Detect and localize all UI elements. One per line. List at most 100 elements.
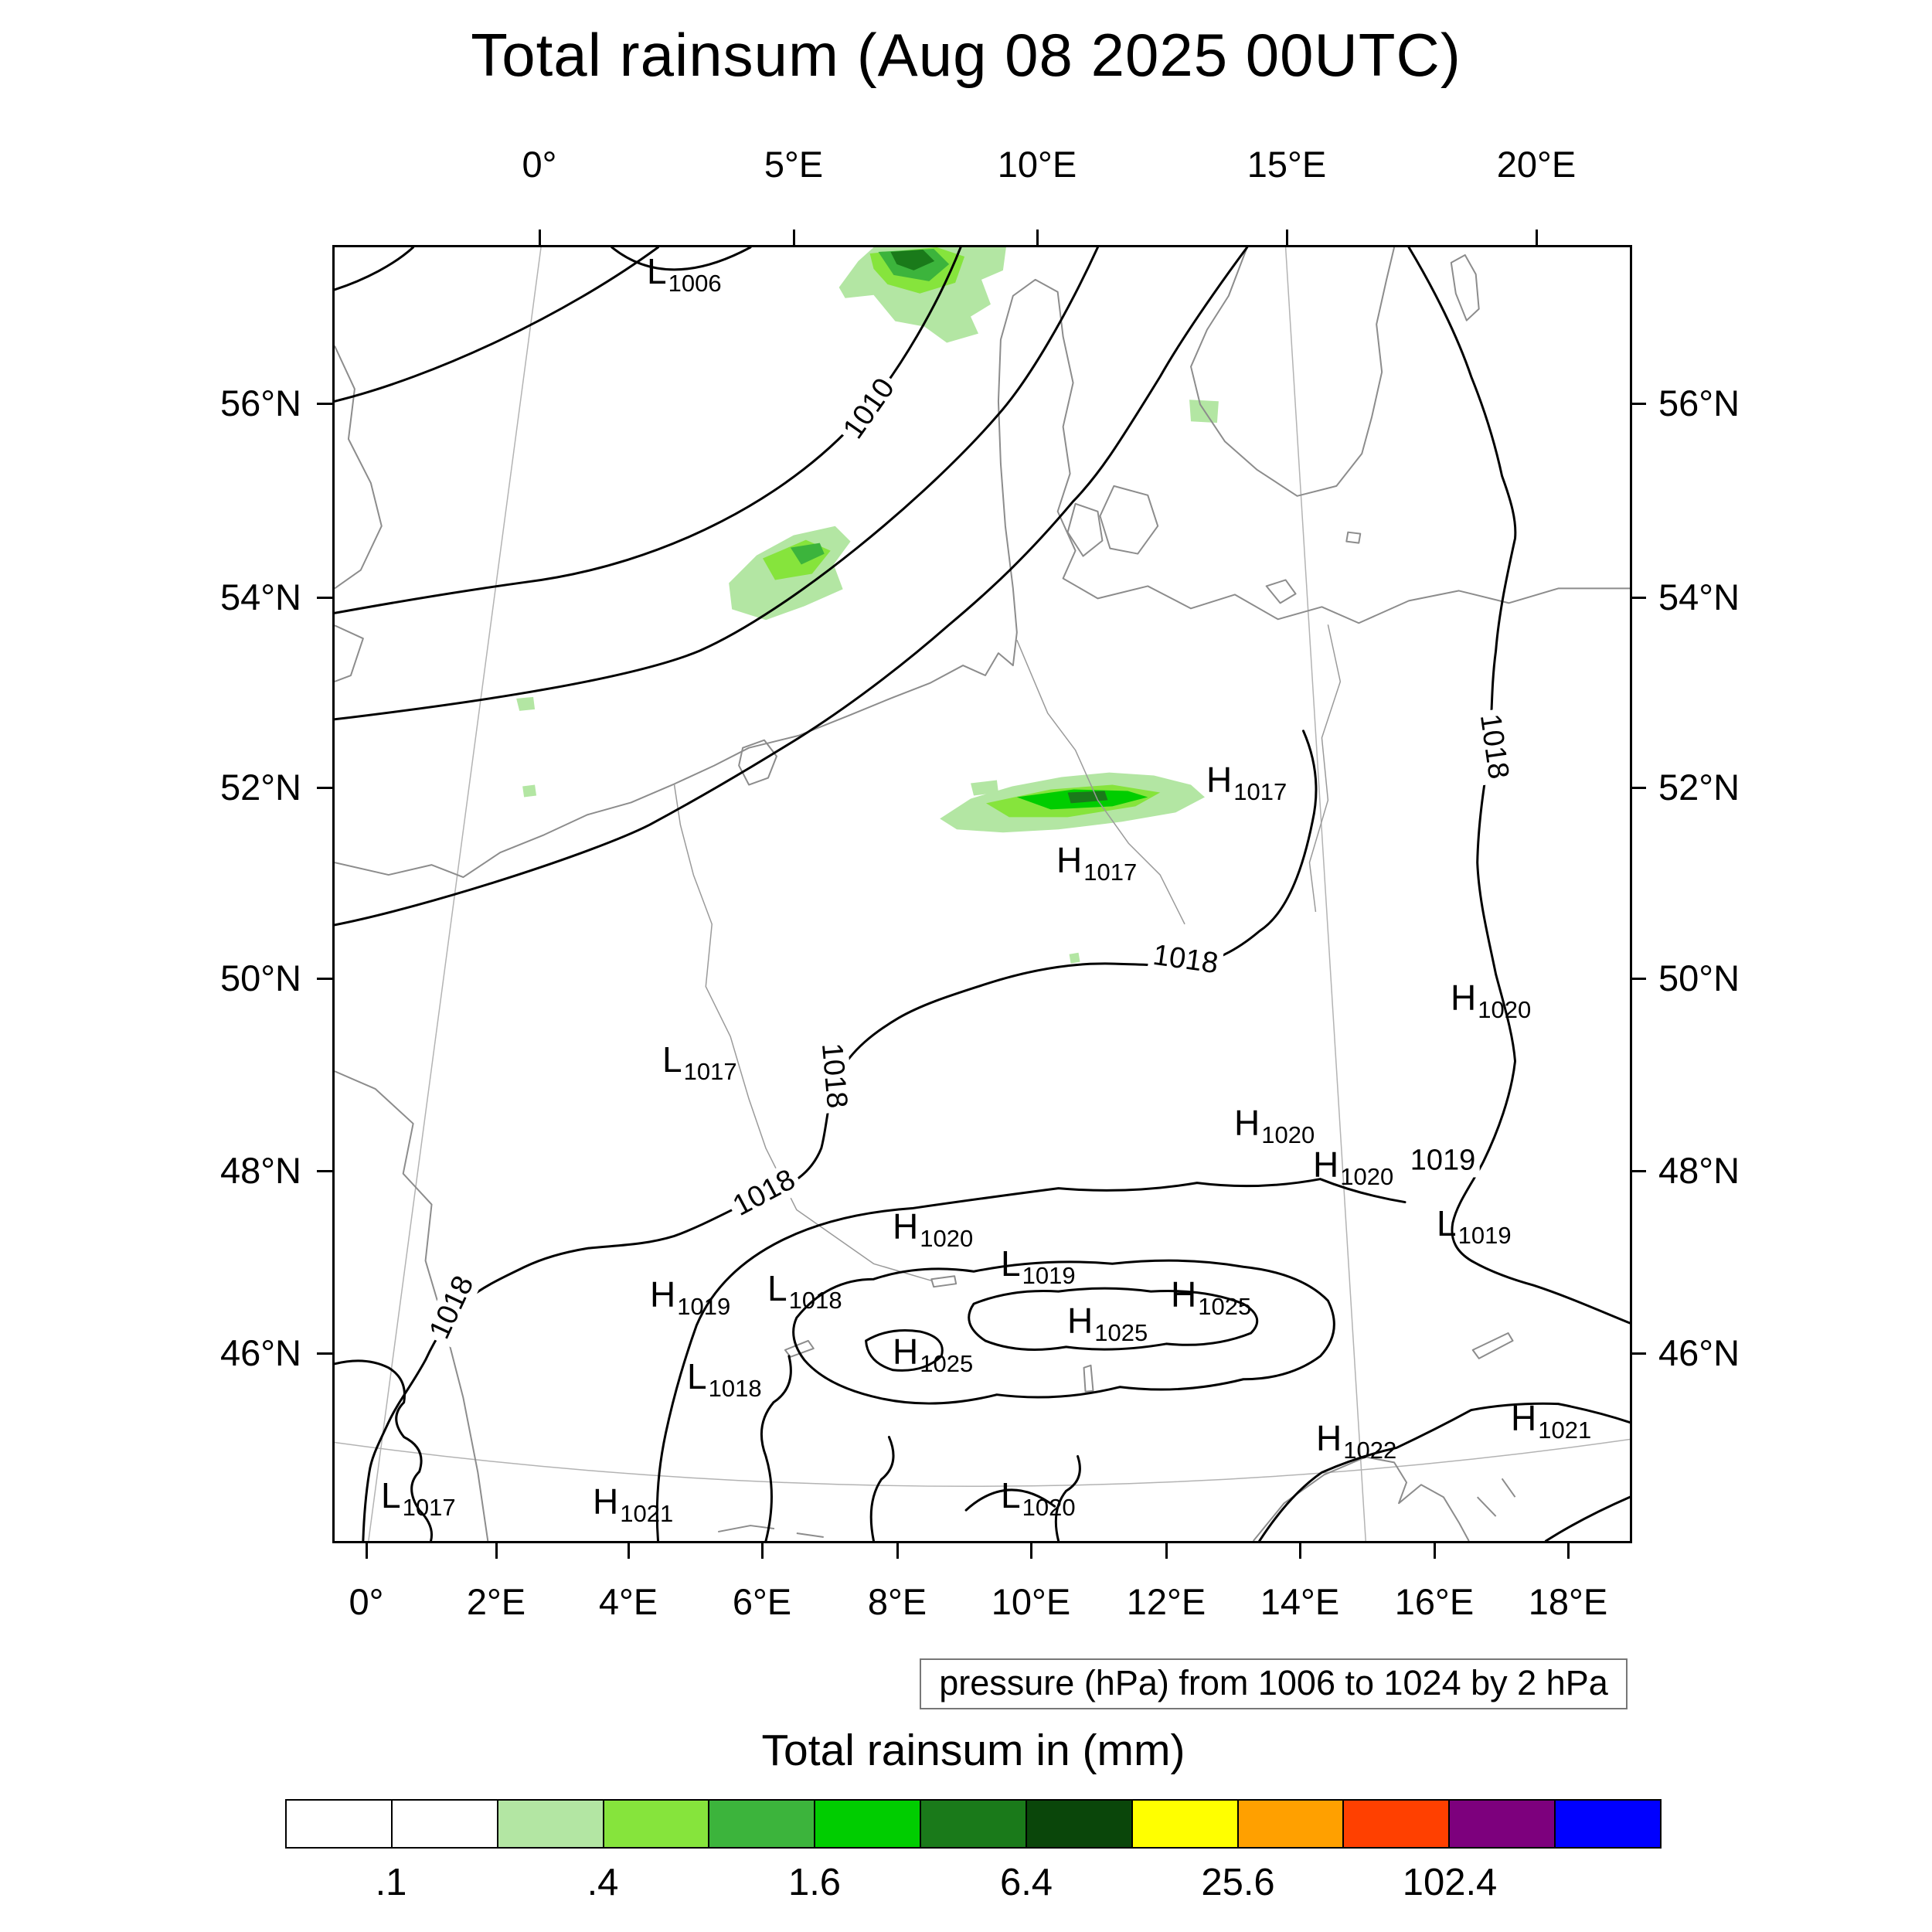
isobar <box>335 247 659 403</box>
colorbar-segment <box>602 1801 709 1847</box>
isobar-corner <box>1544 1495 1630 1541</box>
pressure-center-letter: H <box>1067 1301 1094 1341</box>
pressure-center-value: 1018 <box>708 1375 762 1402</box>
colorbar-segment <box>390 1801 497 1847</box>
river-oder <box>1308 624 1342 913</box>
axis-tick-right <box>1632 597 1646 599</box>
axis-label-top: 0° <box>522 144 557 185</box>
axis-label-bottom: 8°E <box>867 1581 927 1622</box>
pressure-center-letter: L <box>1437 1203 1457 1243</box>
colorbar-segment <box>287 1801 391 1847</box>
axis-label-left: 50°N <box>219 957 301 998</box>
pressure-center-value: 1017 <box>683 1058 737 1085</box>
coast-continent <box>335 278 1630 879</box>
pressure-center-letter: H <box>1234 1103 1260 1143</box>
axis-tick-top <box>793 230 795 245</box>
pressure-center-label: H1025 <box>1067 1300 1148 1346</box>
pressure-center-label: L1019 <box>1437 1202 1512 1249</box>
pressure-center-value: 1019 <box>677 1293 731 1320</box>
pressure-center-label: H1022 <box>1316 1417 1396 1464</box>
axis-label-bottom: 12°E <box>1126 1581 1206 1622</box>
pressure-center-value: 1006 <box>668 270 722 297</box>
colorbar-segment <box>1554 1801 1660 1847</box>
axis-tick-left <box>317 403 332 405</box>
axis-tick-bottom <box>1567 1543 1570 1559</box>
contour-inline-label: 1018 <box>1147 938 1224 981</box>
axis-tick-left <box>317 1170 332 1172</box>
pressure-center-letter: L <box>767 1268 787 1308</box>
axis-label-right: 54°N <box>1658 577 1740 617</box>
pressure-center-label: H1019 <box>650 1274 730 1320</box>
pressure-center-label: H1025 <box>1171 1274 1251 1320</box>
axis-label-top: 5°E <box>764 144 824 185</box>
pressure-center-letter: L <box>662 1039 682 1080</box>
axis-tick-bottom <box>896 1543 899 1559</box>
colorbar-tick-label: .4 <box>587 1862 619 1903</box>
colorbar-segment <box>814 1801 920 1847</box>
pressure-center-value: 1020 <box>1261 1121 1315 1148</box>
pressure-center-value: 1017 <box>1083 859 1138 886</box>
pressure-center-letter: H <box>1316 1418 1342 1458</box>
pressure-center-value: 1021 <box>1538 1417 1592 1444</box>
legend-title: Total rainsum in (mm) <box>761 1726 1185 1775</box>
river-elbe <box>1016 639 1185 925</box>
contour-inline-label: 1018 <box>421 1267 483 1348</box>
axis-tick-right <box>1632 1170 1646 1172</box>
axis-label-top: 15°E <box>1247 144 1327 185</box>
axis-tick-left <box>317 597 332 599</box>
pressure-center-letter: L <box>647 251 667 291</box>
axis-tick-bottom <box>366 1543 368 1559</box>
pressure-center-label: H1017 <box>1206 759 1287 805</box>
pressure-center-letter: H <box>1056 840 1083 880</box>
pressure-center-label: L1019 <box>1001 1243 1076 1289</box>
rain-shading <box>516 247 1219 964</box>
river-rhine <box>673 784 932 1281</box>
axis-tick-top <box>539 230 541 245</box>
rivers <box>673 624 1342 1281</box>
axis-label-left: 54°N <box>219 577 301 617</box>
isobar <box>335 247 415 291</box>
pressure-center-letter: H <box>893 1332 919 1372</box>
isobar-southeast <box>1258 1402 1630 1541</box>
colorbar-tick-label: 6.4 <box>999 1862 1053 1903</box>
isobar-alps-wiggle-3 <box>1054 1454 1081 1541</box>
colorbar-tick-label: 1.6 <box>787 1862 842 1903</box>
lake-balaton <box>1471 1332 1514 1359</box>
pressure-center-letter: L <box>381 1475 401 1515</box>
axis-tick-bottom <box>1165 1543 1168 1559</box>
isobar-1020 <box>655 1178 1406 1541</box>
axis-label-left: 46°N <box>219 1332 301 1373</box>
axis-label-left: 56°N <box>219 383 301 423</box>
colorbar-segment <box>496 1801 603 1847</box>
alpine-lakes <box>784 1275 1094 1393</box>
axis-tick-right <box>1632 978 1646 980</box>
colorbar-tick-label: .1 <box>375 1862 407 1903</box>
colorbar-segment <box>1131 1801 1237 1847</box>
pressure-center-letter: H <box>1451 978 1477 1018</box>
pressure-center-letter: L <box>1001 1243 1021 1284</box>
axis-tick-left <box>317 787 332 789</box>
contour-inline-label: 1010 <box>835 369 904 449</box>
axis-tick-right <box>1632 787 1646 789</box>
axis-label-bottom: 2°E <box>466 1581 526 1622</box>
chart-title: Total rainsum (Aug 08 2025 00UTC) <box>471 21 1461 89</box>
rain-patch <box>971 780 998 796</box>
contour-inline-label: 1019 <box>1406 1144 1480 1178</box>
axis-label-right: 50°N <box>1658 957 1740 998</box>
axis-tick-top <box>1536 230 1538 245</box>
axis-label-bottom: 6°E <box>732 1581 792 1622</box>
pressure-center-letter: H <box>1171 1274 1197 1315</box>
axis-label-top: 10°E <box>997 144 1077 185</box>
pressure-center-letter: H <box>593 1481 619 1522</box>
pressure-center-letter: L <box>1001 1475 1021 1515</box>
axis-label-left: 48°N <box>219 1150 301 1191</box>
pressure-center-value: 1020 <box>1340 1163 1394 1190</box>
axis-label-right: 52°N <box>1658 767 1740 808</box>
axis-label-right: 48°N <box>1658 1150 1740 1191</box>
isobar <box>335 247 1099 721</box>
parallel-45n <box>335 1438 1630 1488</box>
contour-inline-label: 1018 <box>814 1038 854 1114</box>
axis-tick-bottom <box>761 1543 764 1559</box>
pressure-center-letter: H <box>893 1206 919 1247</box>
coast-england <box>335 345 383 682</box>
